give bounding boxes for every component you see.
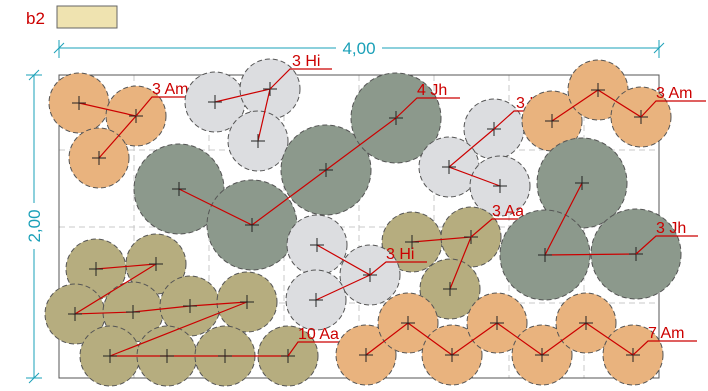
plant-center-marker: [126, 305, 140, 319]
plant-group-hi: 3 Hi: [184, 53, 332, 172]
group-label: 3 Hi: [292, 53, 320, 70]
group-label: 3 Hi: [386, 246, 414, 263]
plant-center-marker: [68, 307, 82, 321]
height-dimension: 2,00: [24, 69, 44, 384]
plant-center-marker: [445, 348, 459, 362]
label-leader: [640, 100, 706, 118]
plant-center-marker: [443, 282, 457, 296]
plant-connector: [72, 263, 288, 357]
plant-center-marker: [579, 316, 593, 330]
height-label: 2,00: [25, 209, 44, 242]
legend-swatch: [56, 5, 118, 29]
plant-center-marker: [591, 83, 605, 97]
plant-center-marker: [405, 235, 419, 249]
plant-center-marker: [160, 349, 174, 363]
width-label: 4,00: [342, 39, 375, 58]
plant-center-marker: [172, 182, 186, 196]
plant-center-marker: [319, 163, 333, 177]
plant-group-am: 3 Am: [521, 59, 706, 152]
group-label: 4 Jh: [417, 82, 447, 99]
plant-center-marker: [72, 96, 86, 110]
plant-group-am: 3 Am: [48, 72, 204, 189]
plant-group-am: 7 Am: [335, 292, 697, 386]
label-leader: [287, 341, 353, 357]
plant-center-marker: [240, 295, 254, 309]
plant-center-marker: [442, 160, 456, 174]
plant-center-marker: [245, 218, 259, 232]
plant-center-marker: [218, 349, 232, 363]
plant-center-marker: [490, 316, 504, 330]
plant-center-marker: [359, 348, 373, 362]
group-label: 7 Am: [648, 325, 684, 342]
plant-center-marker: [89, 262, 103, 276]
plant-center-marker: [401, 316, 415, 330]
plant-center-marker: [575, 176, 589, 190]
plant-center-marker: [103, 349, 117, 363]
plant-center-marker: [208, 95, 222, 109]
plant-center-marker: [251, 134, 265, 148]
plant-center-marker: [309, 293, 323, 307]
plant-group-aa: 10 Aa: [44, 233, 353, 387]
label-leader: [635, 235, 698, 255]
legend-label: b2: [26, 9, 45, 28]
label-leader: [369, 261, 427, 276]
group-label: 10 Aa: [298, 326, 339, 343]
plant-center-marker: [535, 348, 549, 362]
label-leader: [395, 97, 460, 119]
label-leader: [632, 340, 697, 356]
plant-center-marker: [545, 114, 559, 128]
plant-group-aa: 3 Aa: [381, 203, 534, 320]
group-label: 3 Aa: [492, 203, 524, 220]
plant-center-marker: [92, 151, 106, 165]
plant-center-marker: [538, 248, 552, 262]
label-leader: [269, 68, 332, 90]
plant-group-jh: 3 Jh: [499, 137, 698, 301]
plant-center-marker: [149, 257, 163, 271]
plant-group-hi: 3 Hi: [285, 214, 427, 331]
width-dimension: 4,00: [53, 38, 665, 58]
plant-center-marker: [183, 299, 197, 313]
plant-group-hi: 3 Hi: [418, 95, 556, 217]
group-label: 3 Jh: [656, 220, 686, 237]
plant-center-marker: [310, 238, 324, 252]
plant-center-marker: [493, 179, 507, 193]
group-label: 3 Am: [152, 81, 188, 98]
plant-connector: [178, 117, 397, 226]
group-label: 3 Am: [656, 85, 692, 102]
